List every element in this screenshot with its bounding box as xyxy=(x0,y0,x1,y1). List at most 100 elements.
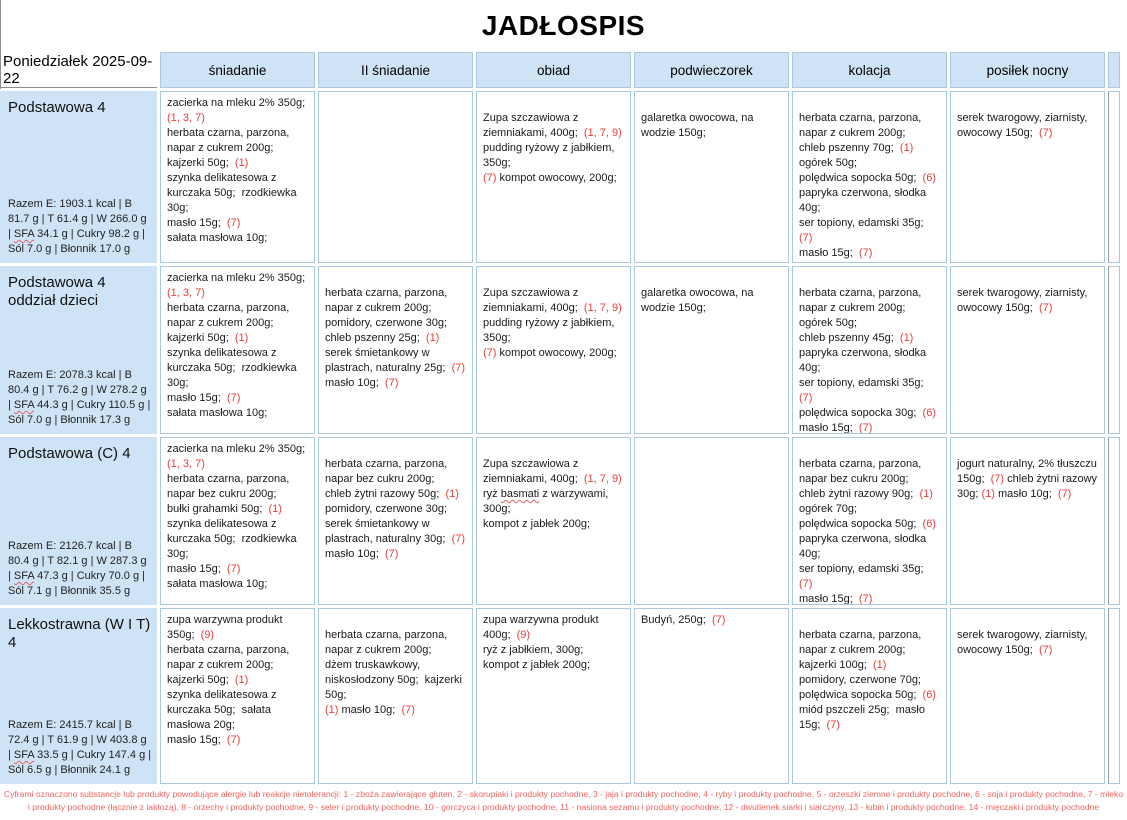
menu-cell-posilek-nocny: jogurt naturalny, 2% tłuszczu 150g; (7) … xyxy=(950,437,1105,605)
text-segment: Zupa szczawiowa z ziemniakami, 400g; xyxy=(483,112,579,139)
allergen-code: (1) xyxy=(899,142,914,154)
text-segment: kompot owocowy, 200g; xyxy=(496,347,617,359)
allergen-code: (7) xyxy=(451,362,466,374)
allergen-code: (7) xyxy=(226,734,241,746)
allergen-code: (1) xyxy=(234,157,249,169)
diet-label-cell: Podstawowa 4 Razem E: 1903.1 kcal | B 81.… xyxy=(0,91,157,263)
text-segment: pudding ryżowy z jabłkiem, 350g; xyxy=(483,317,615,344)
menu-cell-obiad: Zupa szczawiowa z ziemniakami, 400g; (1,… xyxy=(476,91,631,263)
text-segment: zacierka na mleku 2% 350g; xyxy=(167,443,309,455)
text-segment: papryka czerwona, słodka 40g; ser topion… xyxy=(799,533,927,575)
text-segment: serek śmietankowy w plastrach, naturalny… xyxy=(325,347,446,374)
text-segment: serek twarogowy, ziarnisty, owocowy 150g… xyxy=(957,287,1088,314)
text-segment: galaretka owocowa, na wodzie 150g; xyxy=(641,287,754,314)
text-segment: Zupa szczawiowa z ziemniakami, 400g; xyxy=(483,458,579,485)
allergen-code: (7) xyxy=(483,172,497,184)
menu-cell-obiad: Zupa szczawiowa z ziemniakami, 400g; (1,… xyxy=(476,437,631,605)
diet-nutrition-summary: Razem E: 2126.7 kcal | B 80.4 g | T 82.1… xyxy=(8,539,154,599)
menu-cell-posilek-nocny: serek twarogowy, ziarnisty, owocowy 150g… xyxy=(950,608,1105,784)
allergen-code: (1) xyxy=(981,488,995,500)
allergen-code: (1, 3, 7) xyxy=(167,112,205,124)
text-segment: miód pszczeli 25g; masło 15g; xyxy=(799,704,925,731)
text-segment: Razem E: 1903.1 kcal | B 81.7 g | T 61.4… xyxy=(8,198,147,240)
menu-cell-sniadanie: zacierka na mleku 2% 350g; (1, 3, 7) her… xyxy=(160,437,315,605)
text-segment: ryż z jabłkiem, 300g; kompot z jabłek 20… xyxy=(483,644,591,671)
allergen-code: (1) xyxy=(425,332,440,344)
text-segment: herbata czarna, parzona, napar z cukrem … xyxy=(799,287,922,344)
text-segment: papryka czerwona, słodka 40g; ser topion… xyxy=(799,347,927,389)
text-segment: masło 15g; xyxy=(799,247,853,259)
diet-nutrition-summary: Razem E: 2415.7 kcal | B 72.4 g | T 61.9… xyxy=(8,718,154,778)
text-segment: pudding ryżowy z jabłkiem, 350g; xyxy=(483,142,615,169)
diet-nutrition-summary: Razem E: 2078.3 kcal | B 80.4 g | T 76.2… xyxy=(8,368,154,428)
allergen-code: (6) xyxy=(922,518,936,530)
text-segment: pomidory, czerwone 30g; serek śmietankow… xyxy=(325,503,448,545)
menu-cell-posilek-nocny: serek twarogowy, ziarnisty, owocowy 150g… xyxy=(950,91,1105,263)
text-segment: 44.3 g | Cukry 110.5 g | Sól 7.0 g | Bło… xyxy=(8,399,151,426)
allergen-code: (7) xyxy=(858,422,873,434)
menu-cell-ii-sniadanie: herbata czarna, parzona, napar z cukrem … xyxy=(318,266,473,434)
allergen-code: (7) xyxy=(711,614,726,626)
allergen-code: (7) xyxy=(799,392,813,404)
allergen-code: (1) xyxy=(234,332,249,344)
text-segment: herbata czarna, parzona, napar z cukrem … xyxy=(325,629,462,701)
menu-cell-ii-sniadanie xyxy=(318,91,473,263)
menu-cell-ii-sniadanie: herbata czarna, parzona, napar z cukrem … xyxy=(318,608,473,784)
diet-name: Podstawowa 4 xyxy=(8,99,106,116)
allergen-code: (7) xyxy=(384,377,399,389)
menu-cell-ii-sniadanie: herbata czarna, parzona, napar bez cukru… xyxy=(318,437,473,605)
text-segment: ryż xyxy=(483,488,498,500)
allergen-code: (6) xyxy=(922,172,936,184)
allergen-code: (7) xyxy=(1038,127,1053,139)
allergen-code: (7) xyxy=(858,593,873,605)
text-segment: zacierka na mleku 2% 350g; xyxy=(167,97,309,109)
allergen-code: (1) xyxy=(899,332,914,344)
text-segment: herbata czarna, parzona, napar z cukrem … xyxy=(167,644,290,686)
menu-cell-posilek-nocny: serek twarogowy, ziarnisty, owocowy 150g… xyxy=(950,266,1105,434)
allergen-legend: Cyframi oznaczono substancje lub produkt… xyxy=(3,789,1124,812)
text-segment: SFA xyxy=(13,749,35,761)
text-segment: herbata czarna, parzona, napar z cukrem … xyxy=(167,127,290,169)
allergen-code: (7) xyxy=(226,217,241,229)
date-header: Poniedziałek 2025-09-22 xyxy=(0,52,157,88)
menu-cell-kolacja: herbata czarna, parzona, napar z cukrem … xyxy=(792,91,947,263)
text-segment: zupa warzywna produkt 400g; xyxy=(483,614,602,641)
allergen-code: (7) xyxy=(826,719,840,731)
text-segment: polędwica sopocka 30g; xyxy=(799,407,917,419)
text-segment: 33.5 g | Cukry 147.4 g | Sól 6.5 g | Bło… xyxy=(8,749,152,776)
allergen-code: (7) xyxy=(1038,302,1053,314)
diet-nutrition-summary: Razem E: 1903.1 kcal | B 81.7 g | T 61.4… xyxy=(8,197,154,257)
allergen-code: (7) xyxy=(226,392,241,404)
text-segment: sałata masłowa 10g; xyxy=(167,407,268,419)
text-segment: szynka delikatesowa z kurczaka 50g; rzod… xyxy=(167,172,297,229)
meal-header-ii-sniadanie: II śniadanie xyxy=(318,52,473,88)
text-segment: papryka czerwona, słodka 40g; ser topion… xyxy=(799,187,927,229)
text-segment: SFA xyxy=(13,570,35,582)
text-segment: Budyń, 250g; xyxy=(641,614,712,626)
text-segment: Razem E: 2415.7 kcal | B 72.4 g | T 61.9… xyxy=(8,719,147,761)
text-segment: ogórek 70g; polędwica sopocka 50g; xyxy=(799,503,917,530)
menu-cell-kolacja: herbata czarna, parzona, napar z cukrem … xyxy=(792,266,947,434)
text-segment: ogórek 50g; polędwica sopocka 50g; xyxy=(799,157,917,184)
trailing-column-cell xyxy=(1108,608,1120,784)
allergen-code: (7) xyxy=(384,548,399,560)
allergen-code: (7) xyxy=(401,704,415,716)
text-segment: 47.3 g | Cukry 70.0 g | Sól 7.1 g | Błon… xyxy=(8,570,145,597)
text-segment: zupa warzywna produkt 350g; xyxy=(167,614,286,641)
allergen-code: (1) xyxy=(445,488,459,500)
allergen-code: (1, 7, 9) xyxy=(583,302,622,314)
text-segment: herbata czarna, parzona, napar bez cukru… xyxy=(799,458,922,500)
trailing-column-cell xyxy=(1108,91,1120,263)
menu-cell-podwieczorek: Budyń, 250g; (7) xyxy=(634,608,789,784)
menu-cell-podwieczorek xyxy=(634,437,789,605)
text-segment: herbata czarna, parzona, napar z cukrem … xyxy=(799,629,922,671)
diet-label-cell: Podstawowa 4 oddział dzieci Razem E: 2078… xyxy=(0,266,157,434)
meal-header-kolacja: kolacja xyxy=(792,52,947,88)
text-segment: serek twarogowy, ziarnisty, owocowy 150g… xyxy=(957,629,1088,656)
menu-cell-kolacja: herbata czarna, parzona, napar bez cukru… xyxy=(792,437,947,605)
menu-cell-obiad: Zupa szczawiowa z ziemniakami, 400g; (1,… xyxy=(476,266,631,434)
meal-header-posilek-nocny: posiłek nocny xyxy=(950,52,1105,88)
allergen-code: (1) xyxy=(325,704,339,716)
trailing-column-cell xyxy=(1108,437,1120,605)
text-segment: herbata czarna, parzona, napar bez cukru… xyxy=(167,473,290,515)
